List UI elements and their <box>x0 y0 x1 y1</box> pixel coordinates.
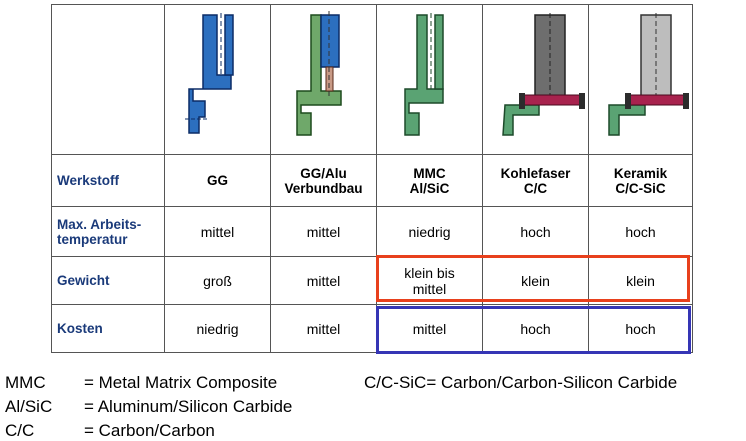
table-cell: hoch <box>625 320 656 337</box>
grid-line <box>692 4 693 353</box>
grid-line <box>270 4 271 353</box>
table-cell: niedrig <box>408 223 451 240</box>
column-header-carbon: Kohlefaser C/C <box>500 165 571 196</box>
legend-abbr-mmc: MMC <box>5 373 46 392</box>
grid-line <box>51 154 693 155</box>
table-cell: klein <box>626 272 655 289</box>
grid-line <box>164 4 165 353</box>
legend-text-alsic: = Aluminum/Silicon Carbide <box>84 397 293 416</box>
table-cell: mittel <box>306 320 341 337</box>
table-cell: mittel <box>306 223 341 240</box>
legend-text-ccsic: C/C-SiC= Carbon/Carbon-Silicon Carbide <box>364 373 678 392</box>
legend-text-cc: = Carbon/Carbon <box>84 421 215 440</box>
legend-abbr-alsic: Al/SiC <box>5 397 53 416</box>
row-label-max-temperature: Max. Arbeits- temperatur <box>57 216 142 247</box>
carbon-fiber-flange-drawing <box>502 13 585 136</box>
grid-line <box>51 4 693 5</box>
grid-line <box>51 256 693 257</box>
column-header-mmc: MMC Al/SiC <box>409 165 450 196</box>
column-header-gg: GG <box>206 173 228 188</box>
ceramic-flange-drawing <box>608 13 689 136</box>
table-cell: mittel <box>306 272 341 289</box>
gg-flange-drawing <box>185 13 234 134</box>
table-cell: mittel <box>200 223 235 240</box>
table-cell: hoch <box>520 320 551 337</box>
table-cell: klein <box>521 272 550 289</box>
table-cell: mittel <box>412 320 447 337</box>
grid-line <box>376 4 377 353</box>
legend-text-mmc: = Metal Matrix Composite <box>84 373 278 392</box>
grid-line <box>482 4 483 353</box>
column-header-ceramic: Keramik C/C-SiC <box>613 165 668 196</box>
row-label-weight: Gewicht <box>57 273 110 288</box>
grid-line <box>51 206 693 207</box>
table-cell: niedrig <box>196 320 239 337</box>
cost-highlight-box <box>376 306 691 354</box>
grid-line <box>588 4 589 353</box>
gg-alu-flange-drawing <box>296 11 342 136</box>
legend-abbr-cc: C/C <box>5 421 35 440</box>
table-cell: hoch <box>520 223 551 240</box>
grid-line <box>51 4 52 353</box>
row-label-werkstoff: Werkstoff <box>57 173 120 188</box>
grid-line <box>51 304 693 305</box>
row-label-cost: Kosten <box>57 321 103 336</box>
table-cell: groß <box>203 272 232 289</box>
table-cell: hoch <box>625 223 656 240</box>
mmc-flange-drawing <box>404 13 444 136</box>
column-header-gg-alu: GG/Alu Verbundbau <box>284 165 363 196</box>
comparison-table: Werkstoff GG GG/Alu Verbundbau MMC Al/Si… <box>51 4 693 353</box>
table-cell: klein bis mittel <box>404 264 455 297</box>
weight-highlight-box <box>376 255 690 302</box>
grid-line <box>51 352 693 353</box>
